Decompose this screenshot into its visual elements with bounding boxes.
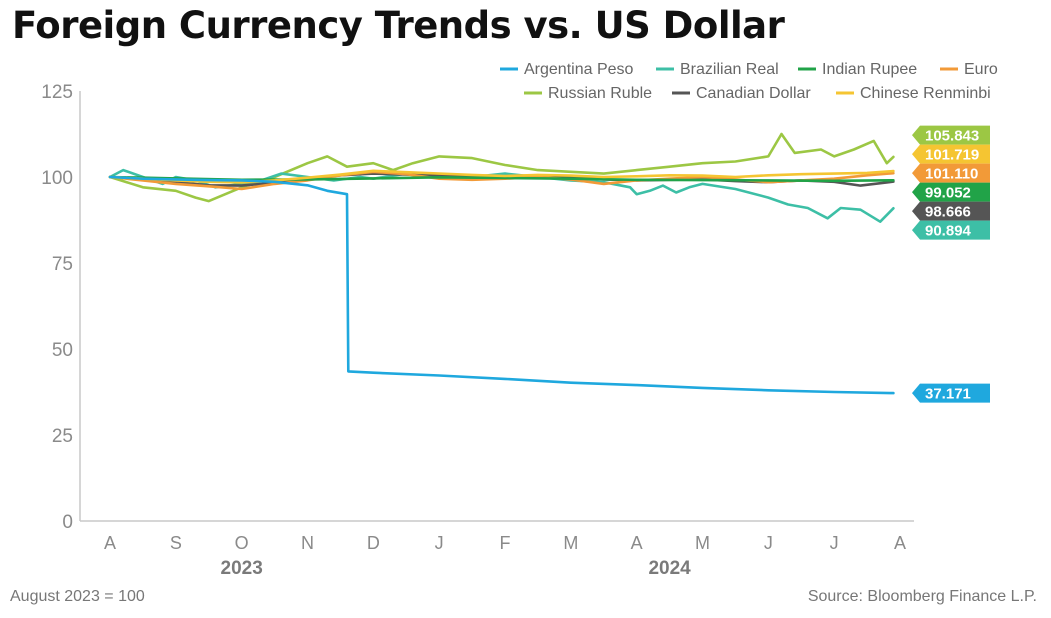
- chart-title: Foreign Currency Trends vs. US Dollar: [12, 4, 785, 47]
- x-tick-label: M: [563, 533, 578, 553]
- chart-legend: Argentina Peso Brazilian Real Indian Rupee…: [500, 61, 998, 102]
- source-note: Source: Bloomberg Finance L.P.: [807, 588, 1037, 605]
- x-tick-label: J: [764, 533, 773, 553]
- y-tick-label: 125: [41, 82, 73, 103]
- end-label-bg: [912, 182, 990, 202]
- legend-label: Chinese Renminbi: [860, 85, 991, 102]
- x-tick-label: F: [500, 533, 511, 553]
- end-value-labels: 105.843 101.719 101.110 99.052 98.666 90.894 3…: [912, 125, 990, 403]
- x-tick-label: J: [830, 533, 839, 553]
- x-tick-label: O: [235, 533, 249, 553]
- y-tick-label: 50: [52, 340, 73, 361]
- chart-axes: 0 25 50 75 100 125 A S O N D J F M A M J J A 2023 2024: [41, 82, 914, 579]
- x-tick-label: S: [170, 533, 182, 553]
- end-label-bg: [912, 201, 990, 221]
- end-value-label: 37.171: [925, 386, 971, 403]
- end-label-bg: [912, 144, 990, 164]
- series-lines: [108, 132, 895, 395]
- series-line-argentina-peso: [108, 175, 895, 395]
- series-line-russian-ruble: [108, 132, 895, 203]
- x-tick-label: A: [631, 533, 643, 553]
- baseline-note: August 2023 = 100: [10, 588, 145, 605]
- x-tick-label: D: [367, 533, 380, 553]
- x-tick-label: J: [435, 533, 444, 553]
- y-tick-label: 75: [52, 254, 73, 275]
- x-tick-label: M: [695, 533, 710, 553]
- legend-label: Russian Ruble: [548, 85, 652, 102]
- y-tick-label: 25: [52, 426, 73, 447]
- legend-label: Canadian Dollar: [696, 85, 811, 102]
- end-label-bg: [912, 383, 990, 403]
- legend-label: Indian Rupee: [822, 61, 917, 78]
- end-value-label: 98.666: [925, 204, 971, 221]
- end-value-label: 99.052: [925, 185, 971, 202]
- year-label: 2024: [648, 558, 691, 579]
- end-label-bg: [912, 125, 990, 145]
- y-tick-label: 100: [41, 168, 73, 189]
- y-tick-label: 0: [62, 512, 73, 533]
- end-value-label: 101.110: [925, 166, 978, 183]
- x-tick-label: N: [301, 533, 314, 553]
- end-value-label: 105.843: [925, 128, 979, 145]
- series-line-chinese-renminbi: [108, 169, 895, 184]
- end-label-bg: [912, 163, 990, 183]
- x-tick-label: A: [104, 533, 116, 553]
- legend-label: Brazilian Real: [680, 61, 779, 78]
- end-value-label: 90.894: [925, 223, 972, 240]
- legend-label: Argentina Peso: [524, 61, 634, 78]
- year-label: 2023: [221, 558, 263, 579]
- legend-label: Euro: [964, 61, 998, 78]
- end-label-bg: [912, 220, 990, 240]
- end-value-label: 101.719: [925, 147, 979, 164]
- x-tick-label: A: [894, 533, 906, 553]
